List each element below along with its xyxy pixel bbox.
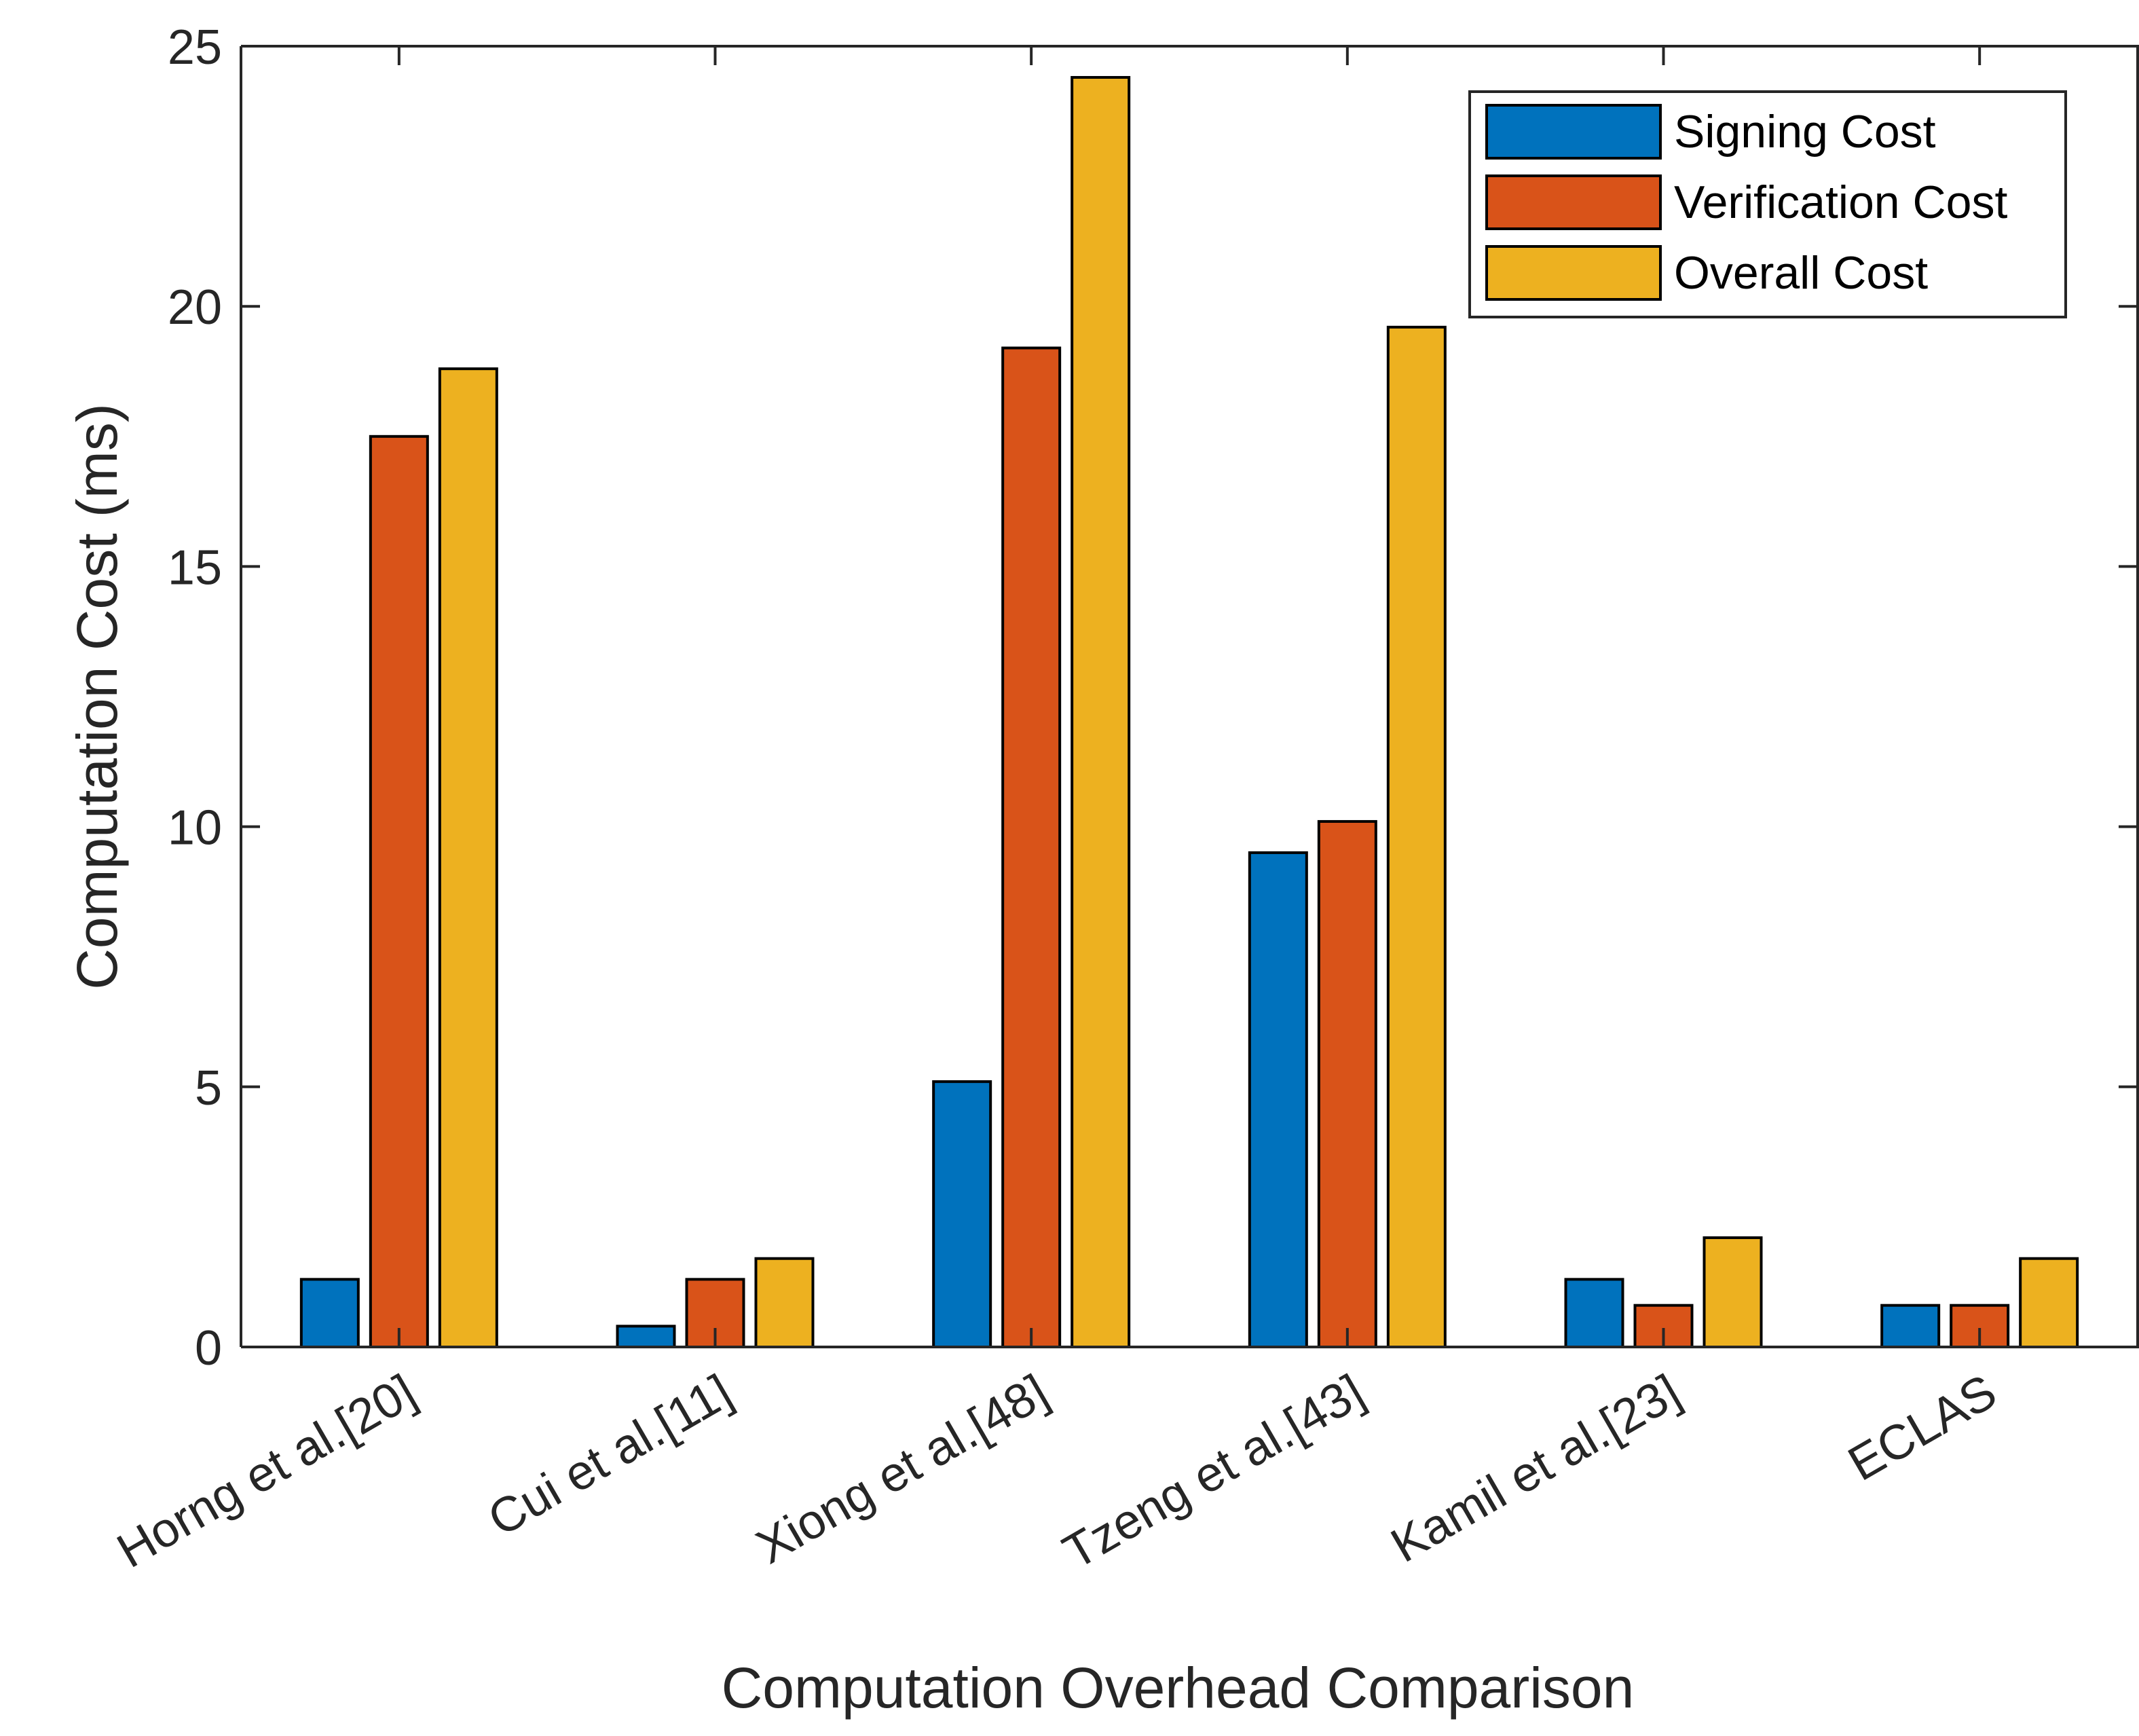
bars-group xyxy=(299,75,2079,1349)
bar-verification-cost-2 xyxy=(1001,346,1062,1349)
bar-verification-cost-3 xyxy=(1317,819,1377,1349)
legend-label: Signing Cost xyxy=(1674,106,1936,158)
y-ticks-group: 0 5 10 15 20 25 xyxy=(168,20,2138,1375)
x-axis-title: Computation Overhead Comparison xyxy=(722,1656,1635,1720)
bar-signing-cost-3 xyxy=(1248,851,1308,1349)
legend-swatch-signing-cost xyxy=(1485,104,1662,160)
y-tick-label: 10 xyxy=(168,801,222,855)
y-tick-label: 5 xyxy=(195,1061,222,1115)
bar-overall-cost-3 xyxy=(1386,325,1447,1349)
bar-signing-cost-0 xyxy=(299,1278,360,1349)
y-tick-label: 20 xyxy=(168,280,222,335)
y-tick-label: 15 xyxy=(168,540,222,595)
bar-signing-cost-1 xyxy=(616,1325,676,1348)
bar-overall-cost-0 xyxy=(438,367,498,1349)
bar-signing-cost-2 xyxy=(932,1080,992,1348)
bar-signing-cost-5 xyxy=(1880,1304,1941,1348)
axes-group xyxy=(240,45,2139,1348)
y-tick-label: 25 xyxy=(168,20,222,75)
bar-overall-cost-2 xyxy=(1071,75,1131,1348)
legend-label: Verification Cost xyxy=(1674,177,2007,228)
legend: Signing Cost Verification Cost Overall Cos… xyxy=(1468,90,2067,318)
legend-label: Overall Cost xyxy=(1674,247,1928,299)
bar-overall-cost-1 xyxy=(754,1257,815,1349)
y-axis-title: Computation Cost (ms) xyxy=(65,403,129,990)
bar-verification-cost-0 xyxy=(369,435,429,1348)
legend-swatch-verification-cost xyxy=(1485,174,1662,230)
bar-overall-cost-5 xyxy=(2019,1257,2079,1349)
legend-swatch-overall-cost xyxy=(1485,245,1662,301)
bar-overall-cost-4 xyxy=(1703,1236,1763,1349)
bar-signing-cost-4 xyxy=(1564,1278,1624,1349)
y-tick-label: 0 xyxy=(195,1321,222,1375)
